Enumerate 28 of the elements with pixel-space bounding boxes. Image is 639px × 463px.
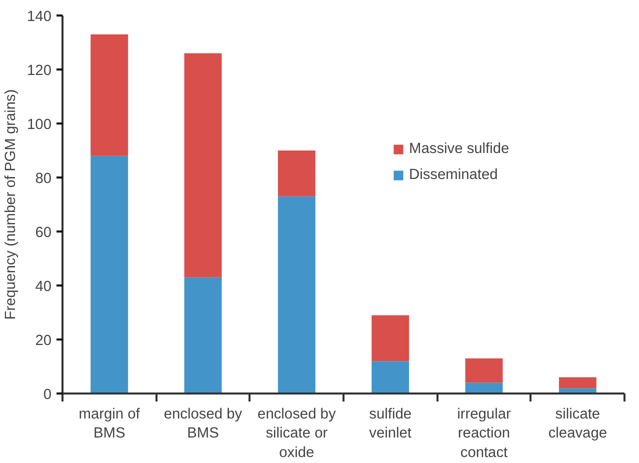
x-tick-label: sulfide veinlet <box>369 406 412 442</box>
y-tick-label: 140 <box>27 9 52 25</box>
y-tick-label: 60 <box>35 225 52 241</box>
x-tick-label: margin of BMS <box>78 406 141 442</box>
bar <box>372 315 410 362</box>
y-tick-label: 120 <box>27 63 52 79</box>
y-tick-label: 80 <box>35 171 52 187</box>
y-tick-label: 0 <box>43 387 52 403</box>
x-tick-label: enclosed by silicate or oxide <box>258 406 336 461</box>
x-tick-label: irregular reaction contact <box>457 406 511 461</box>
y-tick-label: 100 <box>27 117 52 133</box>
bar <box>278 150 316 196</box>
bar <box>558 377 596 388</box>
x-tick-label: silicate cleavage <box>548 406 608 442</box>
bar <box>278 196 316 394</box>
bar <box>465 358 503 383</box>
bar <box>184 277 222 394</box>
y-tick-label: 20 <box>35 333 52 349</box>
bar <box>465 382 503 394</box>
bar <box>372 361 410 394</box>
legend-label: Disseminated <box>409 167 498 183</box>
y-axis-title: Frequency (number of PGM grains) <box>3 89 20 320</box>
bar <box>90 156 128 394</box>
bar <box>184 53 222 278</box>
bar <box>90 34 128 156</box>
y-tick-label: 40 <box>35 279 52 295</box>
legend-label: Massive sulfide <box>409 141 510 157</box>
x-tick-label: enclosed by BMS <box>164 406 243 442</box>
